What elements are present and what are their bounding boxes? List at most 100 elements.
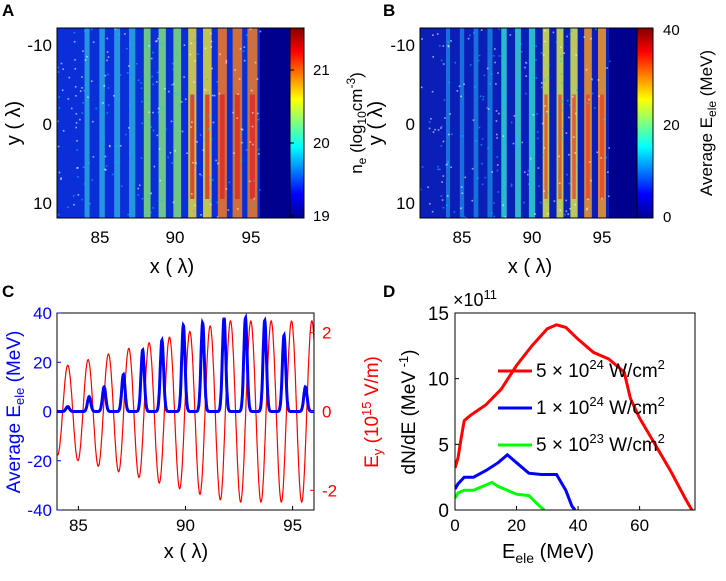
heat-A-speckle xyxy=(232,111,234,114)
heat-B-speckle xyxy=(591,79,593,81)
heat-B-speckle xyxy=(501,93,503,95)
heat-B-speckle xyxy=(494,61,496,64)
heat-A-speckle xyxy=(114,28,117,30)
heat-B-speckle xyxy=(568,153,570,156)
c-right-tick-label: 2 xyxy=(322,324,331,343)
heat-B-speckle xyxy=(432,56,435,58)
heat-A-speckle xyxy=(107,56,110,58)
heat-A-speckle xyxy=(106,59,108,62)
heat-A-speckle xyxy=(239,133,242,135)
heat-A-stripe xyxy=(114,28,121,218)
panel-b: B 0 20 40 Average Eele (MeV) -10 0 10 85… xyxy=(365,1,719,278)
heat-A-speckle xyxy=(194,60,196,62)
heat-A-stripe-core xyxy=(235,94,240,199)
heat-A-speckle xyxy=(73,31,76,34)
heat-A-speckle xyxy=(75,126,77,129)
heat-A-speckle xyxy=(253,204,256,206)
heat-A-speckle xyxy=(156,71,159,74)
heat-A-speckle xyxy=(149,193,152,196)
heat-B-speckle xyxy=(454,61,457,64)
heat-A-speckle xyxy=(119,74,122,76)
heat-A-speckle xyxy=(219,53,221,56)
heat-B-speckle xyxy=(446,163,448,166)
heat-A-speckle xyxy=(152,111,154,114)
heat-B-speckle xyxy=(432,131,435,133)
b-ytick-10: 10 xyxy=(396,194,415,213)
heat-B-speckle xyxy=(459,207,462,210)
heat-B-speckle xyxy=(461,135,464,137)
heat-A-speckle xyxy=(257,112,259,115)
heat-A-speckle xyxy=(249,85,252,88)
heat-A-speckle xyxy=(76,149,79,151)
heat-B-speckle xyxy=(486,67,489,70)
heat-A-speckle xyxy=(204,47,207,50)
heat-B-speckle xyxy=(432,34,434,36)
heat-B-speckle xyxy=(565,199,567,202)
heat-B-speckle xyxy=(478,54,481,57)
heat-B-speckle xyxy=(608,60,611,63)
heat-B-speckle xyxy=(543,190,545,192)
heat-A-speckle xyxy=(248,180,251,183)
heat-B-speckle xyxy=(529,157,532,160)
heat-B-speckle xyxy=(428,121,431,123)
heat-A-speckle xyxy=(146,44,149,47)
heat-A-speckle xyxy=(152,83,155,86)
heat-B-speckle xyxy=(542,54,545,56)
a-ytick-neg10: -10 xyxy=(27,36,52,55)
heat-B-speckle xyxy=(441,181,443,183)
heat-A-stripe-core xyxy=(190,94,195,199)
heat-A-speckle xyxy=(107,87,110,89)
heat-B-speckle xyxy=(590,37,592,40)
panel-letter-c: C xyxy=(2,282,14,301)
colorbar-a-tick-21: 21 xyxy=(313,62,330,79)
heat-B-speckle xyxy=(597,79,600,81)
heat-B-speckle xyxy=(517,45,519,47)
heat-B-speckle xyxy=(498,28,500,30)
heat-B-speckle xyxy=(564,213,566,216)
heat-A-speckle xyxy=(175,53,178,55)
a-xtick-85: 85 xyxy=(91,228,110,247)
heat-B-speckle xyxy=(586,102,589,104)
heat-B-speckle xyxy=(561,100,563,103)
heat-B-speckle xyxy=(519,43,522,45)
heat-A-speckle xyxy=(181,130,184,133)
heat-A-speckle xyxy=(253,197,256,200)
heat-A-speckle xyxy=(202,149,205,152)
heat-A-speckle xyxy=(125,133,127,136)
heat-A-speckle xyxy=(183,76,185,78)
heat-B-speckle xyxy=(489,82,491,85)
heat-A-speckle xyxy=(251,125,254,128)
heat-B-speckle xyxy=(542,154,545,156)
heat-A-speckle xyxy=(234,69,236,71)
colorbar-a-tick-20: 20 xyxy=(313,135,330,152)
heat-A-speckle xyxy=(147,195,149,198)
heat-A-speckle xyxy=(256,78,259,80)
heat-A-speckle xyxy=(79,90,82,92)
heat-A-speckle xyxy=(155,40,157,43)
heat-A-speckle xyxy=(243,46,246,48)
heat-A-speckle xyxy=(103,84,106,86)
heat-B-speckle xyxy=(553,200,556,202)
heat-A-speckle xyxy=(135,62,138,65)
legend-label-2: 5 × 1023 W/cm2 xyxy=(536,431,665,456)
heat-B-speckle xyxy=(472,119,475,121)
heat-B-speckle xyxy=(605,156,607,159)
heat-B-speckle xyxy=(479,95,482,97)
heat-A-speckle xyxy=(193,95,195,98)
heat-B-speckle xyxy=(540,82,543,84)
heat-A-speckle xyxy=(148,111,151,114)
heat-A-speckle xyxy=(197,53,199,55)
heat-A-speckle xyxy=(75,95,77,97)
heat-B-speckle xyxy=(490,73,493,75)
heat-A-speckle xyxy=(107,104,110,106)
heat-B-speckle xyxy=(481,138,484,140)
heat-A-speckle xyxy=(77,194,80,196)
heat-B-stripe-core xyxy=(600,94,604,199)
heat-B-speckle xyxy=(569,104,571,106)
panel-letter-a: A xyxy=(2,1,14,20)
heat-A-speckle xyxy=(119,144,122,147)
heat-B-speckle xyxy=(576,164,578,167)
heat-B-speckle xyxy=(518,85,520,88)
series-d-2 xyxy=(455,480,546,510)
heat-B-speckle xyxy=(590,210,592,213)
